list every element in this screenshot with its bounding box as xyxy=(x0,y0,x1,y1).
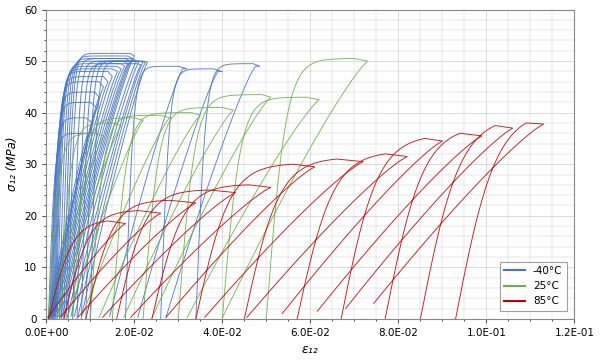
X-axis label: ε₁₂: ε₁₂ xyxy=(302,344,319,357)
Legend: -40°C, 25°C, 85°C: -40°C, 25°C, 85°C xyxy=(500,262,566,311)
Y-axis label: σ₁₂ (MPa): σ₁₂ (MPa) xyxy=(5,137,19,191)
